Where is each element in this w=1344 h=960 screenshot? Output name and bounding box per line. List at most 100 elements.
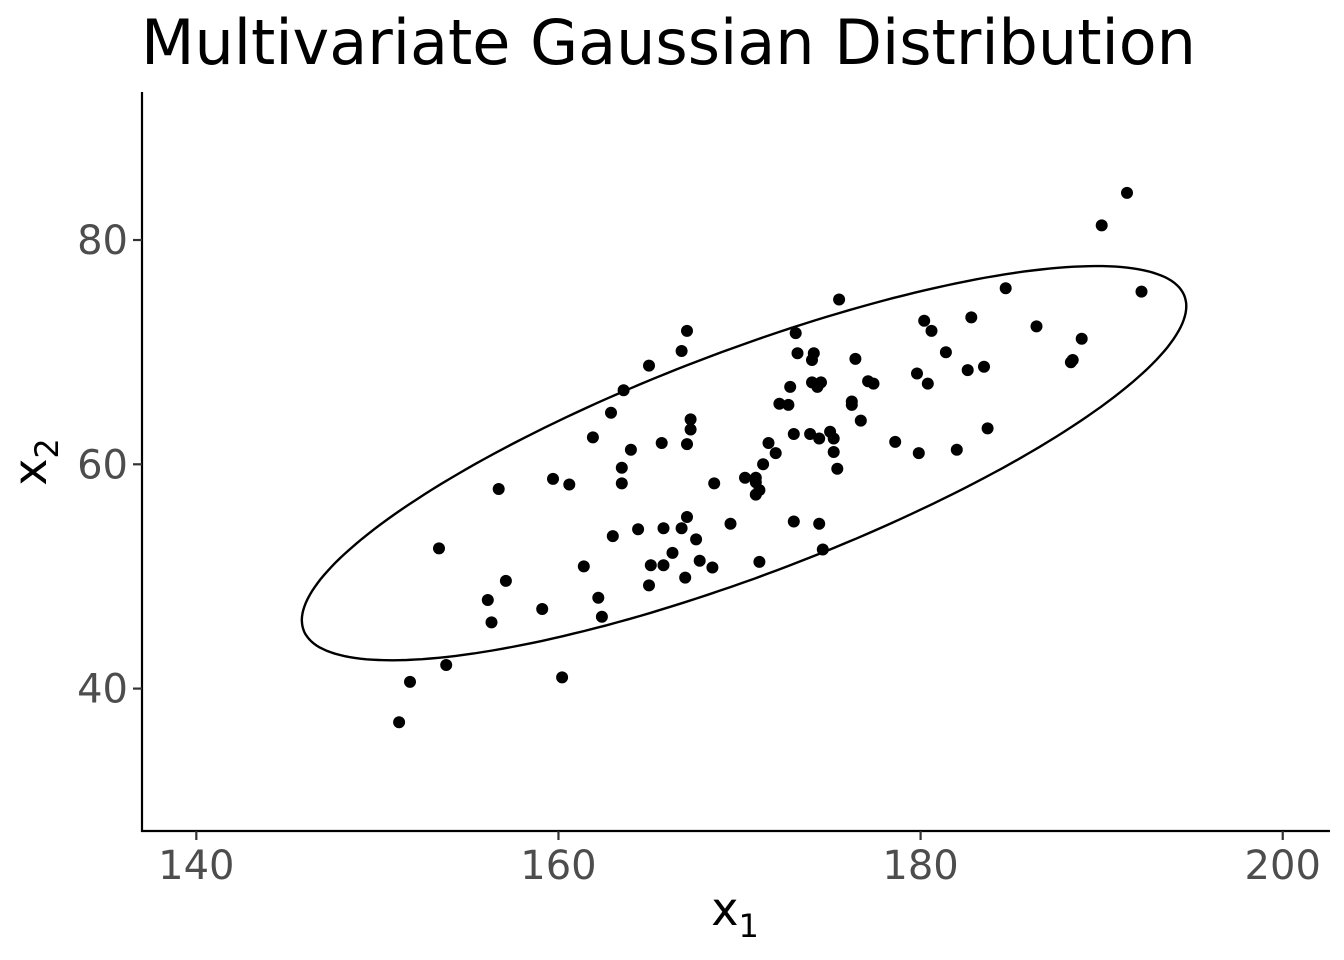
data-point xyxy=(684,413,697,426)
data-point xyxy=(815,376,827,389)
data-point xyxy=(615,461,628,474)
data-point xyxy=(981,422,994,435)
x-axis-label-base: x xyxy=(711,882,738,936)
data-point xyxy=(605,406,617,419)
x-axis-label: x1 xyxy=(711,882,759,945)
data-point xyxy=(679,571,692,584)
data-point xyxy=(961,364,974,377)
y-tick-label: 80 xyxy=(77,218,128,264)
data-point xyxy=(632,523,645,536)
data-point xyxy=(708,477,721,490)
data-point xyxy=(1030,320,1043,333)
x-tick-label: 140 xyxy=(158,843,234,889)
data-point xyxy=(684,423,697,436)
data-point xyxy=(563,478,576,491)
data-point xyxy=(547,472,559,485)
data-point xyxy=(789,327,802,340)
data-point xyxy=(681,511,693,523)
data-point xyxy=(657,559,670,572)
data-point xyxy=(939,346,952,359)
data-point xyxy=(481,594,494,606)
data-point xyxy=(675,345,688,357)
data-point xyxy=(624,443,637,456)
y-axis-ticks: 40 60 80 xyxy=(77,218,142,713)
data-point xyxy=(690,533,703,546)
y-tick-label: 40 xyxy=(77,667,128,713)
data-point xyxy=(827,446,840,458)
data-point xyxy=(787,428,800,440)
data-point xyxy=(827,432,840,445)
data-point xyxy=(675,522,688,535)
data-point xyxy=(681,438,693,451)
data-point xyxy=(592,591,605,604)
data-point xyxy=(784,380,797,393)
data-point xyxy=(782,398,795,411)
data-point xyxy=(950,443,963,456)
data-point xyxy=(912,447,925,460)
data-point xyxy=(485,616,498,629)
data-point xyxy=(595,610,608,623)
data-point xyxy=(606,530,619,543)
data-point xyxy=(999,282,1012,295)
data-point xyxy=(833,293,846,306)
data-point xyxy=(556,671,569,684)
data-point xyxy=(657,522,670,535)
data-point xyxy=(586,431,599,444)
data-point xyxy=(787,515,800,528)
data-point xyxy=(404,675,416,688)
chart-title: Multivariate Gaussian Distribution xyxy=(141,6,1196,79)
data-point xyxy=(433,542,445,555)
data-point xyxy=(706,561,719,574)
data-point xyxy=(643,579,655,592)
data-point xyxy=(845,395,858,408)
data-point xyxy=(499,574,512,587)
y-axis-label-base: x xyxy=(3,459,57,486)
plot-area xyxy=(300,186,1188,729)
data-point xyxy=(666,546,679,559)
data-point xyxy=(757,458,770,471)
data-point xyxy=(644,559,657,572)
data-point xyxy=(536,603,549,615)
data-point xyxy=(393,716,406,729)
data-point xyxy=(1121,186,1133,199)
y-axis-label: x2 xyxy=(3,438,66,486)
data-point xyxy=(492,483,505,495)
data-point xyxy=(925,324,938,337)
data-point xyxy=(753,555,766,568)
data-point xyxy=(813,432,826,445)
y-axis-label-subscript: 2 xyxy=(28,438,66,458)
data-point xyxy=(773,397,786,410)
data-point xyxy=(831,462,844,475)
x-axis-ticks: 140 160 180 200 xyxy=(158,831,1321,889)
data-point xyxy=(816,543,829,556)
data-point xyxy=(762,437,775,449)
data-point xyxy=(681,324,693,337)
data-point xyxy=(1066,354,1079,366)
data-point xyxy=(643,359,655,372)
data-point xyxy=(978,360,990,373)
data-point xyxy=(849,352,862,365)
data-point xyxy=(1095,219,1108,232)
data-point xyxy=(1075,332,1088,345)
data-point xyxy=(965,311,978,324)
data-point xyxy=(911,367,923,380)
data-point xyxy=(807,347,820,360)
data-point xyxy=(739,471,751,484)
x-axis-label-subscript: 1 xyxy=(738,907,758,945)
data-point xyxy=(655,437,668,449)
x-tick-label: 160 xyxy=(520,843,596,889)
data-point xyxy=(918,314,931,327)
data-point xyxy=(440,659,453,671)
data-point xyxy=(804,428,817,440)
data-point xyxy=(867,377,880,390)
data-point xyxy=(617,384,630,397)
y-tick-label: 60 xyxy=(77,442,128,488)
data-point xyxy=(724,517,737,530)
data-point xyxy=(577,560,590,573)
data-point xyxy=(1135,285,1148,298)
confidence-ellipse xyxy=(300,264,1188,662)
data-point xyxy=(693,554,706,567)
data-point xyxy=(813,517,826,530)
data-point xyxy=(921,377,934,390)
